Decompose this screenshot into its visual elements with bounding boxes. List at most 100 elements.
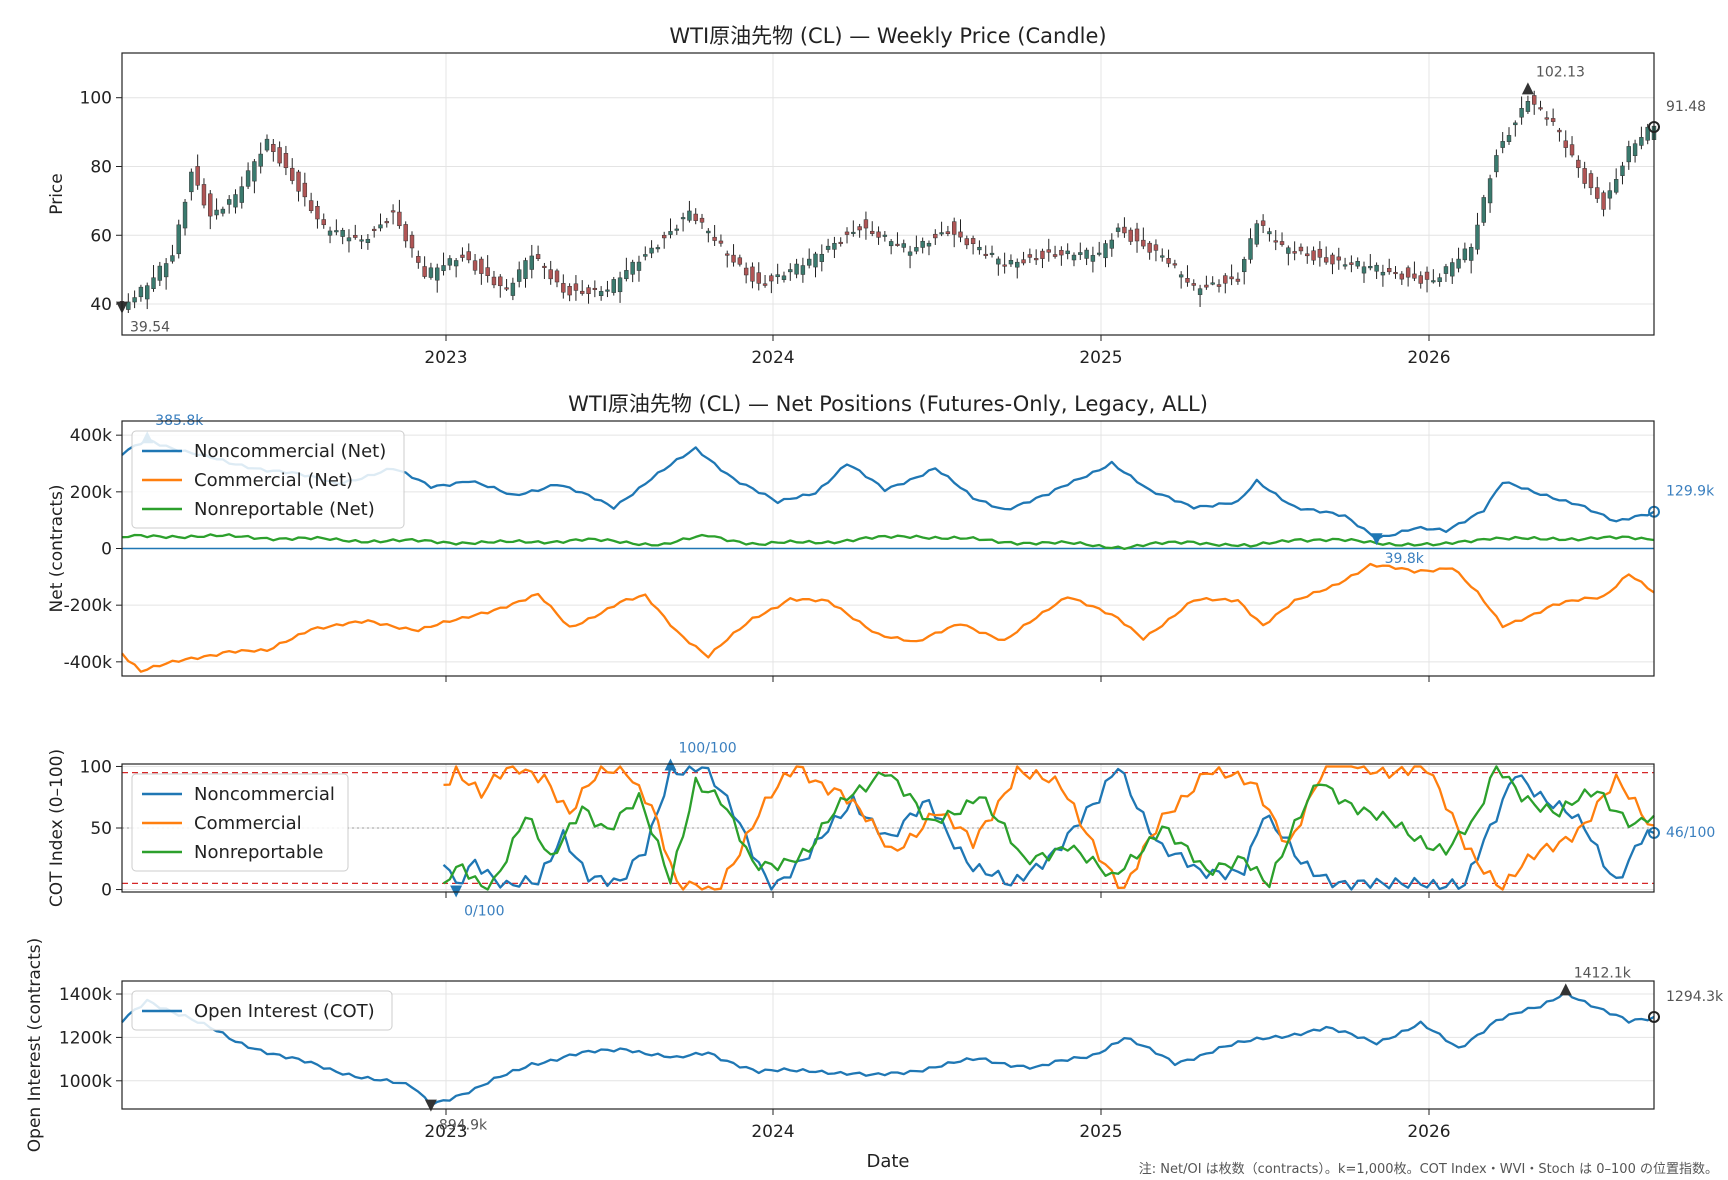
- candle-body: [989, 252, 995, 255]
- candle-body: [201, 184, 207, 206]
- candle-body: [970, 238, 976, 244]
- candle-body: [1475, 224, 1480, 250]
- series-line-commercial: [443, 765, 1655, 891]
- candle-body: [863, 219, 869, 229]
- candle-body: [1197, 288, 1203, 295]
- candle-body: [725, 253, 730, 256]
- candle-body: [1185, 278, 1190, 283]
- candle-body: [958, 231, 963, 238]
- x-axis-label: Date: [866, 1151, 909, 1172]
- series-line-noncommercial: [442, 765, 1655, 891]
- y-tick-label: -200k: [64, 596, 113, 616]
- candle-body: [403, 224, 408, 242]
- candle-body: [1399, 273, 1405, 280]
- candle-body: [334, 230, 339, 233]
- candle-body: [1368, 266, 1373, 269]
- candle-body: [1122, 226, 1127, 234]
- candle-body: [1462, 248, 1468, 261]
- candle-body: [643, 254, 648, 257]
- candle-body: [1052, 254, 1058, 257]
- candle-body: [516, 269, 522, 282]
- series-line-commercial-net-: [121, 562, 1655, 673]
- candle-body: [435, 267, 440, 281]
- y-tick-label: 60: [90, 226, 112, 246]
- x-tick-label: 2026: [1407, 348, 1450, 368]
- candle-body: [838, 241, 843, 244]
- legend-label: Nonreportable (Net): [194, 499, 375, 520]
- candle-body: [926, 242, 932, 247]
- candle-body: [655, 247, 661, 250]
- candle-body: [1576, 159, 1581, 169]
- candle-body: [1468, 246, 1474, 261]
- candle-body: [1311, 250, 1316, 261]
- legend-label: Noncommercial (Net): [194, 441, 386, 462]
- candle-body: [1015, 261, 1020, 268]
- candle-body: [1538, 107, 1543, 110]
- candle-body: [252, 161, 257, 182]
- candle-body: [1645, 126, 1650, 141]
- candle-body: [1109, 239, 1115, 249]
- candle-body: [693, 213, 698, 221]
- candle-body: [1405, 267, 1411, 278]
- candle-body: [844, 231, 850, 235]
- candle-body: [170, 255, 175, 262]
- candle-body: [384, 221, 389, 224]
- candle-body: [1582, 168, 1587, 184]
- y-tick-label: 100: [80, 89, 112, 109]
- candle-body: [1487, 178, 1493, 204]
- candle-body: [1065, 250, 1070, 255]
- candle-body: [573, 283, 579, 291]
- candle-body: [409, 234, 415, 249]
- annotation-last: 91.48: [1666, 99, 1706, 115]
- candle-body: [567, 286, 572, 296]
- candle-body: [1260, 220, 1266, 226]
- candle-body: [680, 217, 686, 220]
- candle-body: [529, 255, 534, 270]
- candle-body: [907, 251, 913, 256]
- candle-body: [365, 238, 371, 243]
- candle-body: [271, 144, 276, 152]
- y-tick-label: 40: [90, 295, 112, 315]
- annotation-max: 1412.1k: [1574, 965, 1632, 981]
- candle-body: [964, 238, 970, 246]
- y-tick-label: 200k: [70, 483, 112, 503]
- y-tick-label: -400k: [64, 653, 113, 673]
- candle-body: [586, 287, 591, 295]
- candle-body: [1153, 244, 1159, 251]
- panel-3: 0 50 100 100/100 0/100 46/100 COT Index (0–100…: [47, 740, 1715, 919]
- candle-body: [1223, 275, 1228, 284]
- panel-title: WTI原油先物 (CL) — Net Positions (Futures-On…: [568, 392, 1208, 416]
- candle-body: [542, 265, 547, 268]
- candle-body: [1242, 259, 1247, 273]
- footnote: 注: Net/OI は枚数（contracts）。k=1,000枚。COT In…: [1138, 1162, 1718, 1177]
- candle-body: [132, 297, 137, 303]
- candle-body: [806, 258, 812, 266]
- candle-body: [157, 265, 163, 281]
- candle-body: [296, 171, 301, 192]
- candle-body: [630, 261, 635, 275]
- candle-body: [239, 186, 244, 203]
- candle-body: [1141, 239, 1146, 247]
- candle-body: [554, 270, 560, 283]
- candle-body: [1210, 282, 1215, 285]
- legend-label: Commercial: [194, 813, 302, 834]
- y-tick-label: 400k: [70, 426, 112, 446]
- candle-body: [1002, 264, 1007, 267]
- max-marker: [1521, 82, 1534, 95]
- candle-body: [1298, 246, 1304, 252]
- candle-body: [1305, 253, 1310, 257]
- legend-label: Nonreportable: [194, 842, 323, 863]
- candle-body: [1330, 254, 1335, 265]
- y-axis-label: Price: [47, 173, 67, 214]
- candle-body: [977, 246, 982, 251]
- candle-body: [813, 253, 818, 268]
- candle-body: [340, 229, 345, 237]
- panel-4: 1000k 1200k 1400k 2023 2024 2025 2026 1412.1k 89…: [25, 938, 1724, 1172]
- annotation-min: 0/100: [464, 904, 504, 920]
- candle-body: [1084, 249, 1089, 259]
- candle-body: [498, 276, 503, 287]
- candle-body: [1519, 108, 1524, 118]
- y-axis-label: COT Index (0–100): [47, 749, 67, 907]
- candle-body: [233, 194, 238, 208]
- candle-body: [592, 287, 598, 290]
